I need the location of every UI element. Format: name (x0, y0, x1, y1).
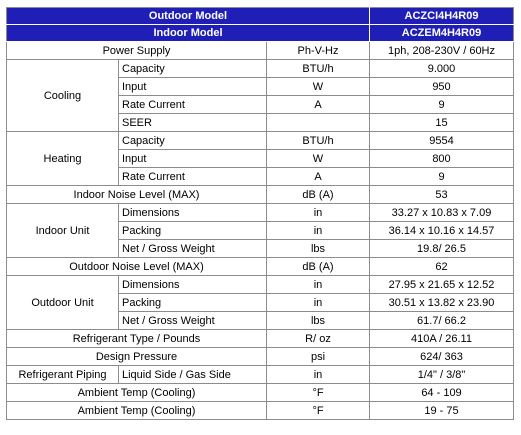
outdoor-dimensions-value: 27.95 x 21.65 x 12.52 (369, 275, 514, 294)
indoor-noise-unit: dB (A) (266, 185, 370, 204)
table-row: Net / Gross Weight lbs 19.8/ 26.5 (7, 239, 514, 258)
refrigerant-value: 410A / 26.11 (369, 329, 514, 348)
outdoor-packing-value: 30.51 x 13.82 x 23.90 (369, 293, 514, 312)
heating-capacity-value: 9554 (369, 131, 514, 150)
table-row: Refrigerant Type / Pounds R/ oz 410A / 2… (6, 329, 514, 348)
table-row: Cooling Capacity BTU/h 9.000 (6, 59, 514, 132)
cooling-rate-current-label: Rate Current (118, 95, 267, 114)
refrigerant-unit: R/ oz (266, 329, 370, 348)
table-row: SEER 15 (7, 113, 514, 132)
indoor-dimensions-value: 33.27 x 10.83 x 7.09 (369, 203, 514, 222)
power-supply-value: 1ph, 208-230V / 60Hz (369, 41, 514, 60)
table-row: Ambient Temp (Cooling) °F 64 - 109 (6, 383, 514, 402)
indoor-noise-label: Indoor Noise Level (MAX) (6, 185, 267, 204)
indoor-model-label: Indoor Model (6, 24, 370, 42)
outdoor-unit-group-label: Outdoor Unit (6, 275, 119, 330)
cooling-input-value: 950 (369, 77, 514, 96)
outdoor-packing-label: Packing (118, 293, 267, 312)
cooling-rate-current-unit: A (266, 95, 370, 114)
table-row: Rate Current A 9 (7, 167, 514, 186)
cooling-rate-current-value: 9 (369, 95, 514, 114)
design-pressure-value: 624/ 363 (369, 347, 514, 366)
outdoor-packing-unit: in (266, 293, 370, 312)
cooling-seer-unit (266, 113, 370, 132)
heating-capacity-unit: BTU/h (266, 131, 370, 150)
outdoor-dimensions-label: Dimensions (118, 275, 267, 294)
outdoor-weight-label: Net / Gross Weight (118, 311, 267, 330)
indoor-dimensions-unit: in (266, 203, 370, 222)
heating-rate-current-value: 9 (369, 167, 514, 186)
table-row: Outdoor Unit Dimensions in 27.95 x 21.65… (6, 275, 514, 330)
outdoor-weight-unit: lbs (266, 311, 370, 330)
heating-group-label: Heating (6, 131, 119, 186)
table-row: Input W 800 (7, 149, 514, 168)
specifications-table: Outdoor Model ACZCI4H4R09 Indoor Model A… (6, 7, 514, 420)
cooling-group-label: Cooling (6, 59, 119, 132)
outdoor-weight-value: 61.7/ 66.2 (369, 311, 514, 330)
table-row: Refrigerant Piping Liquid Side / Gas Sid… (6, 365, 514, 384)
outdoor-model-value: ACZCI4H4R09 (369, 7, 514, 25)
refrigerant-piping-label: Refrigerant Piping (6, 365, 119, 384)
table-row: Design Pressure psi 624/ 363 (6, 347, 514, 366)
outdoor-model-label: Outdoor Model (6, 7, 370, 25)
outdoor-dimensions-unit: in (266, 275, 370, 294)
outdoor-noise-unit: dB (A) (266, 257, 370, 276)
refrigerant-piping-value: 1/4" / 3/8" (369, 365, 514, 384)
ambient-temp-cooling-2-label: Ambient Temp (Cooling) (6, 401, 267, 420)
table-row: Power Supply Ph-V-Hz 1ph, 208-230V / 60H… (6, 41, 514, 60)
heating-rate-current-label: Rate Current (118, 167, 267, 186)
outdoor-noise-label: Outdoor Noise Level (MAX) (6, 257, 267, 276)
heating-capacity-label: Capacity (118, 131, 267, 150)
refrigerant-label: Refrigerant Type / Pounds (6, 329, 267, 348)
ambient-temp-cooling-2-value: 19 - 75 (369, 401, 514, 420)
indoor-model-value: ACZEM4H4R09 (369, 24, 514, 42)
cooling-seer-label: SEER (118, 113, 267, 132)
table-row: Indoor Unit Dimensions in 33.27 x 10.83 … (6, 203, 514, 258)
heating-rate-current-unit: A (266, 167, 370, 186)
indoor-dimensions-label: Dimensions (118, 203, 267, 222)
ambient-temp-cooling-label: Ambient Temp (Cooling) (6, 383, 267, 402)
ambient-temp-cooling-2-unit: °F (266, 401, 370, 420)
cooling-seer-value: 15 (369, 113, 514, 132)
outdoor-noise-value: 62 (369, 257, 514, 276)
cooling-capacity-value: 9.000 (369, 59, 514, 78)
indoor-weight-label: Net / Gross Weight (118, 239, 267, 258)
heating-input-value: 800 (369, 149, 514, 168)
refrigerant-piping-sub-label: Liquid Side / Gas Side (118, 365, 267, 384)
table-row: Packing in 30.51 x 13.82 x 23.90 (7, 293, 514, 312)
indoor-noise-value: 53 (369, 185, 514, 204)
outdoor-model-row: Outdoor Model ACZCI4H4R09 (6, 7, 514, 25)
table-row: Ambient Temp (Cooling) °F 19 - 75 (6, 401, 514, 420)
refrigerant-piping-unit: in (266, 365, 370, 384)
indoor-packing-unit: in (266, 221, 370, 240)
table-row: Heating Capacity BTU/h 9554 (6, 131, 514, 186)
heating-input-label: Input (118, 149, 267, 168)
spec-table-container: Outdoor Model ACZCI4H4R09 Indoor Model A… (6, 7, 514, 420)
design-pressure-unit: psi (266, 347, 370, 366)
table-row: Indoor Noise Level (MAX) dB (A) 53 (6, 185, 514, 204)
ambient-temp-cooling-unit: °F (266, 383, 370, 402)
indoor-weight-value: 19.8/ 26.5 (369, 239, 514, 258)
power-supply-unit: Ph-V-Hz (266, 41, 370, 60)
indoor-weight-unit: lbs (266, 239, 370, 258)
cooling-input-label: Input (118, 77, 267, 96)
indoor-packing-value: 36.14 x 10.16 x 14.57 (369, 221, 514, 240)
indoor-packing-label: Packing (118, 221, 267, 240)
power-supply-label: Power Supply (6, 41, 267, 60)
heating-input-unit: W (266, 149, 370, 168)
indoor-model-row: Indoor Model ACZEM4H4R09 (6, 24, 514, 42)
cooling-capacity-label: Capacity (118, 59, 267, 78)
table-row: Outdoor Noise Level (MAX) dB (A) 62 (6, 257, 514, 276)
cooling-input-unit: W (266, 77, 370, 96)
cooling-capacity-unit: BTU/h (266, 59, 370, 78)
ambient-temp-cooling-value: 64 - 109 (369, 383, 514, 402)
design-pressure-label: Design Pressure (6, 347, 267, 366)
indoor-unit-group-label: Indoor Unit (6, 203, 119, 258)
